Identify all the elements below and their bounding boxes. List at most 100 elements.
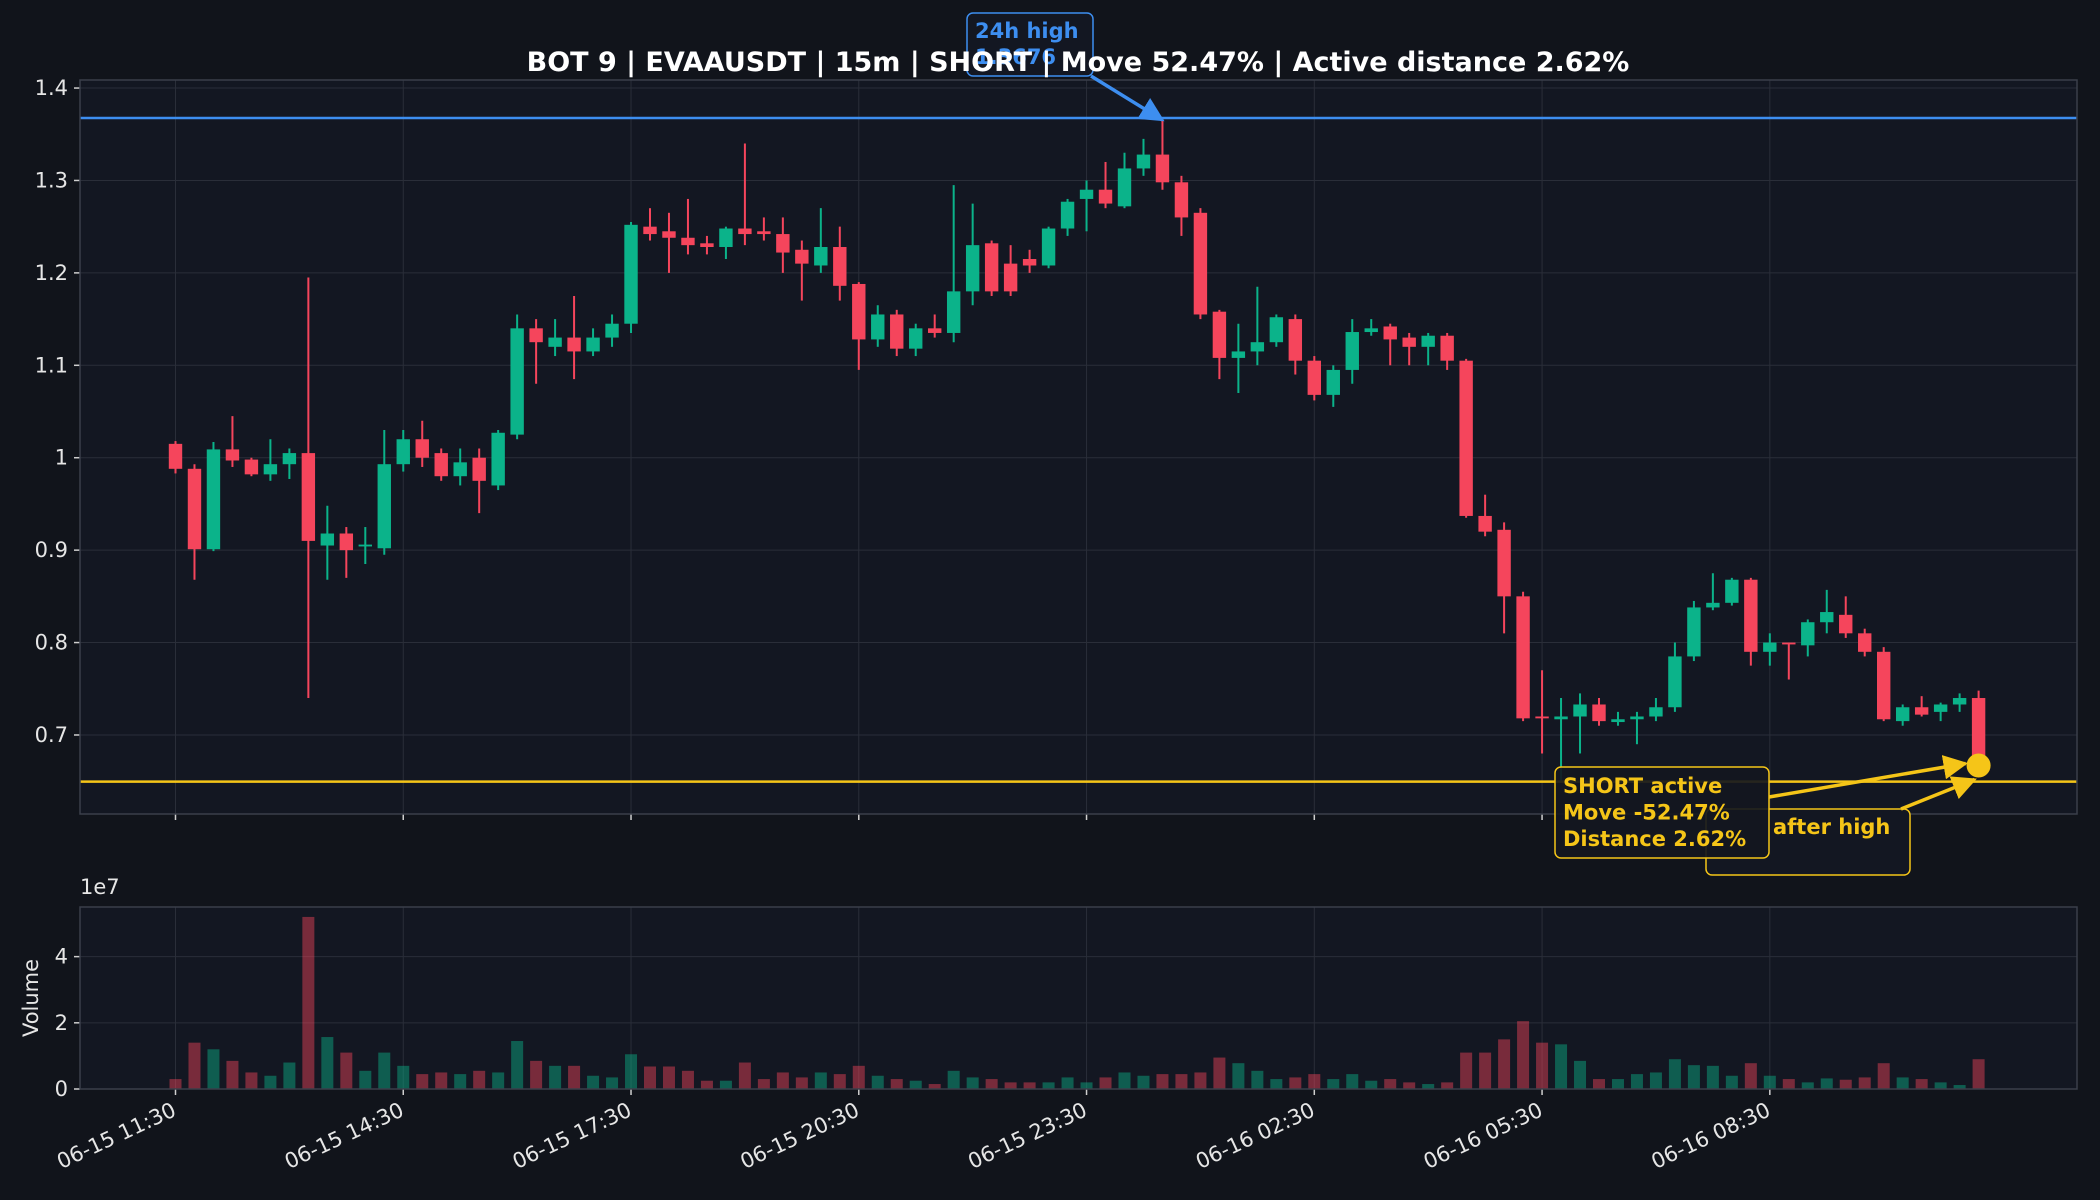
volume-bar (1004, 1082, 1017, 1089)
y-tick-label: 0 (55, 1077, 68, 1101)
volume-bar (814, 1072, 827, 1089)
y-tick-label: 1.2 (35, 261, 68, 285)
candle-body (1895, 707, 1910, 722)
volume-bar (1668, 1059, 1681, 1089)
volume-bar (321, 1037, 334, 1089)
candle-body (1801, 622, 1815, 646)
candle-body (1877, 651, 1891, 720)
volume-bar (1820, 1078, 1833, 1089)
volume-bar (1649, 1072, 1662, 1089)
candle-body (1402, 337, 1416, 347)
volume-bar (644, 1066, 656, 1089)
chart-title: BOT 9 | EVAAUSDT | 15m | SHORT | Move 52… (527, 47, 1630, 78)
volume-bar (947, 1070, 960, 1089)
candle-body (1706, 602, 1720, 608)
candle-body (738, 228, 752, 235)
annotation-text: 24h high (975, 19, 1079, 43)
candle-body (1782, 642, 1796, 645)
y-tick-label: 0.9 (35, 538, 68, 562)
volume-bar (1384, 1079, 1397, 1089)
volume-bar (1308, 1074, 1321, 1089)
annotation-box (1554, 766, 1770, 859)
volume-bar (1915, 1079, 1928, 1089)
volume-bar (1536, 1042, 1549, 1089)
volume-bar (1403, 1082, 1416, 1089)
candle-body (1155, 154, 1170, 183)
y-tick-label: 1.1 (35, 353, 68, 377)
candle-body (1516, 596, 1530, 719)
volume-bar (1858, 1077, 1871, 1089)
candle-body (586, 337, 600, 352)
candle-body (1725, 579, 1739, 603)
volume-bar (1175, 1074, 1188, 1089)
y-tick-label: 1.4 (35, 76, 68, 100)
volume-bar (1479, 1052, 1492, 1089)
candle-body (1839, 614, 1853, 634)
y-tick-label: 0.7 (35, 723, 68, 747)
volume-bar (1137, 1075, 1150, 1089)
candle-body (282, 453, 297, 465)
candle-body (396, 439, 410, 465)
volume-bar (606, 1077, 619, 1089)
candle-body (1858, 633, 1872, 652)
candle-body (529, 328, 543, 343)
candle-body (643, 226, 657, 235)
volume-bar (1839, 1079, 1852, 1089)
volume-bar (1061, 1077, 1074, 1089)
volume-bar (852, 1065, 865, 1089)
volume-bar (1194, 1072, 1207, 1089)
volume-bar (1687, 1065, 1700, 1089)
volume-bar (1725, 1075, 1738, 1089)
x-tick-label: 06-16 08:30 (1648, 1098, 1774, 1174)
volume-bar (700, 1080, 713, 1089)
candle-body (434, 453, 448, 477)
candle-body (1174, 182, 1189, 218)
candle-body (244, 459, 259, 475)
candle-body (1117, 168, 1132, 207)
volume-bar (625, 1054, 638, 1089)
candle-body (1212, 311, 1227, 358)
candle-body (1364, 328, 1378, 333)
candle-body (1345, 332, 1359, 370)
candle-body (624, 224, 638, 324)
volume-bar (1118, 1072, 1131, 1089)
x-tick-label: 06-15 14:30 (281, 1098, 407, 1174)
annotation-text: SHORT active (1563, 774, 1722, 798)
volume-bar (1896, 1077, 1909, 1089)
candle-body (1668, 656, 1682, 708)
volume-bar (492, 1072, 505, 1089)
volume-bar (340, 1052, 353, 1089)
y-tick-label: 2 (55, 1011, 68, 1035)
candle-body (510, 328, 524, 435)
candle-body (339, 533, 354, 551)
volume-bar (435, 1072, 448, 1089)
volume-bar (1099, 1077, 1112, 1089)
candle-body (605, 323, 619, 338)
volume-bar (1934, 1082, 1947, 1089)
candle-body (263, 464, 278, 475)
volume-bar (1972, 1059, 1985, 1089)
volume-bar (549, 1065, 562, 1089)
volume-bar (1289, 1077, 1302, 1089)
volume-bar (719, 1080, 732, 1089)
candle-body (358, 544, 372, 547)
candle-body (1383, 326, 1397, 340)
candle-body (1269, 317, 1284, 343)
volume-bar (378, 1052, 391, 1089)
candle-body (301, 453, 316, 541)
candle-body (1307, 360, 1321, 395)
price-panel (80, 80, 2077, 814)
candle-body (1914, 707, 1929, 715)
volume-bar (890, 1079, 903, 1089)
annotation-text: Distance 2.62% (1563, 827, 1746, 851)
volume-bar (1080, 1082, 1093, 1089)
price-frame (79, 79, 2078, 815)
volume-bar (1517, 1021, 1530, 1089)
volume-bar (188, 1042, 201, 1089)
candle-body (1687, 607, 1701, 657)
volume-bar (473, 1070, 486, 1089)
candle-body (206, 449, 221, 550)
candle-body (377, 464, 391, 549)
candle-body (472, 457, 486, 481)
candle-body (909, 328, 923, 349)
